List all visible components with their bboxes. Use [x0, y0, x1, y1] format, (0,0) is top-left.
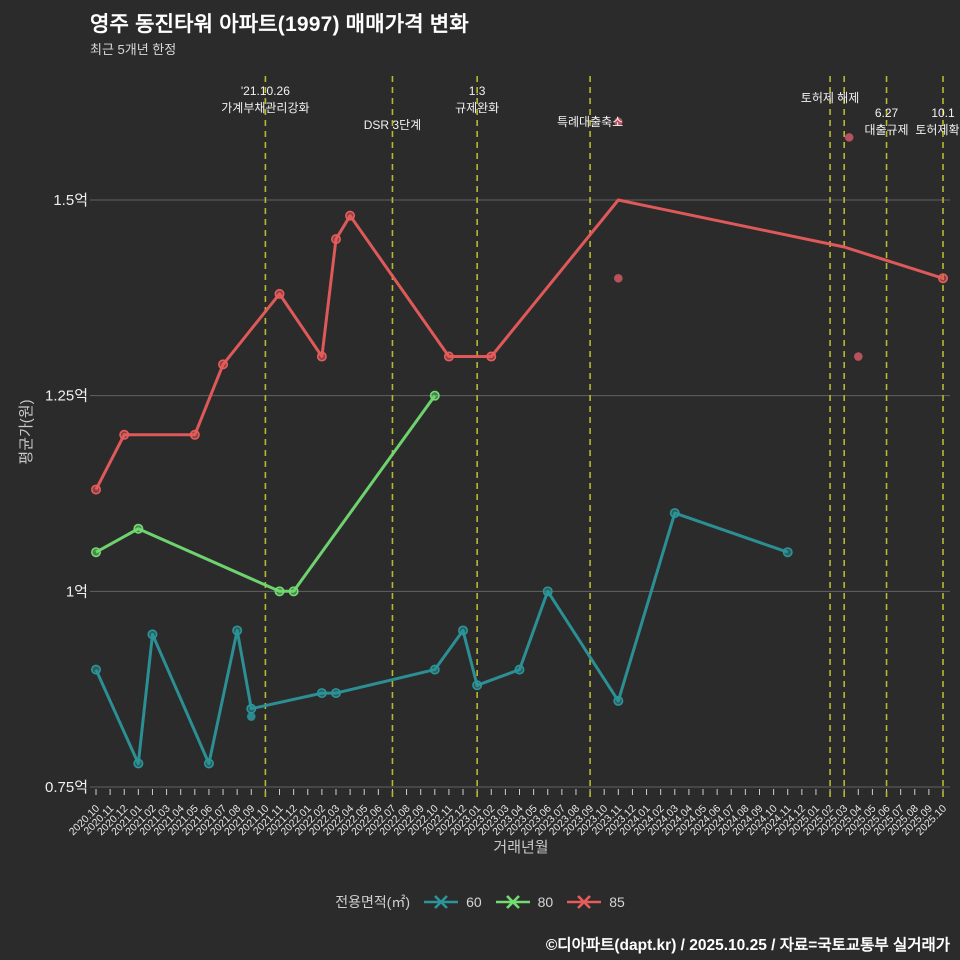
series-85-marker: [345, 210, 356, 221]
legend-marker-80: [495, 895, 530, 909]
policy-event-label: 특례대출축소: [557, 115, 623, 129]
series-85-line: [94, 198, 944, 491]
transaction-dot: [614, 273, 623, 283]
transaction-dot: [854, 352, 863, 361]
legend-label-80: 80: [537, 894, 554, 910]
series-60-marker: [458, 625, 469, 636]
policy-event-label: '21.10.26: [241, 84, 290, 98]
transaction-dot: [844, 133, 854, 142]
y-tick-label: 1.25억: [45, 388, 88, 405]
series-60-line: [94, 511, 789, 765]
series-60-marker: [472, 680, 483, 691]
series-85-marker: [189, 429, 200, 440]
series-85-marker: [937, 273, 948, 284]
series-85-marker: [443, 351, 454, 362]
series-60-marker: [330, 688, 341, 699]
series-60-marker: [782, 547, 793, 558]
series-60-marker: [91, 664, 102, 675]
policy-event-label: DSR 3단계: [364, 118, 421, 132]
series-80-marker: [288, 586, 299, 597]
series-85-marker: [316, 351, 327, 362]
y-tick-label: 0.75억: [45, 779, 88, 796]
series-85-marker: [218, 359, 229, 370]
legend-label-60: 60: [466, 894, 482, 910]
series-85-marker: [486, 351, 497, 362]
series-85-marker: [119, 429, 130, 440]
chart-legend: 전용면적(㎡) 60 80 85: [0, 892, 960, 912]
series-80-marker: [91, 547, 102, 558]
series-60-marker: [232, 625, 243, 636]
policy-event-label: 토허제확대: [915, 123, 960, 137]
series-60-marker: [429, 664, 440, 675]
series-60-marker: [542, 586, 553, 597]
transaction-dot: [614, 117, 623, 127]
series-80-marker: [274, 586, 285, 597]
series-60-marker: [613, 695, 624, 706]
legend-title: 전용면적(㎡): [335, 894, 411, 910]
legend-item-85: 85: [567, 894, 625, 910]
y-tick-label: 1.5억: [53, 192, 88, 209]
y-tick-label: 1억: [66, 583, 88, 600]
policy-event-label: 6.27: [875, 106, 899, 120]
series-60-marker: [669, 508, 680, 519]
legend-marker-60: [424, 895, 459, 909]
chart-title: 영주 동진타워 아파트(1997) 매매가격 변화: [90, 13, 469, 36]
series-85-marker: [330, 234, 341, 245]
series-60-marker: [514, 664, 525, 675]
policy-event-label: 1.3: [469, 84, 486, 98]
policy-event-label: 규제완화: [455, 101, 499, 115]
chart-subtitle: 최근 5개년 한정: [90, 42, 177, 57]
series-80-marker: [133, 523, 144, 534]
transaction-dot: [246, 712, 256, 721]
series-60-marker: [203, 758, 214, 769]
series-60-marker: [133, 758, 144, 769]
series-60-marker: [246, 703, 257, 714]
policy-event-label: 토허제 해제: [801, 91, 860, 105]
series-85-marker: [91, 484, 102, 495]
series-85-marker: [274, 288, 285, 299]
legend-label-85: 85: [609, 894, 625, 910]
x-axis-title: 거래년월: [493, 839, 548, 856]
policy-event-label: 10.1: [931, 106, 955, 120]
credit-footer: ©디아파트(dapt.kr) / 2025.10.25 / 자료=국토교통부 실…: [545, 937, 950, 954]
legend-item-60: 60: [424, 894, 482, 910]
series-80-marker: [429, 390, 440, 401]
legend-item-80: 80: [495, 894, 554, 910]
policy-event-label: 대출규제: [864, 123, 908, 137]
series-60-marker: [147, 629, 158, 640]
legend-marker-85: [567, 895, 602, 909]
series-60-marker: [316, 688, 327, 699]
y-axis-title: 평균가(원): [18, 399, 35, 464]
policy-event-label: 가계부채관리강화: [221, 101, 309, 115]
